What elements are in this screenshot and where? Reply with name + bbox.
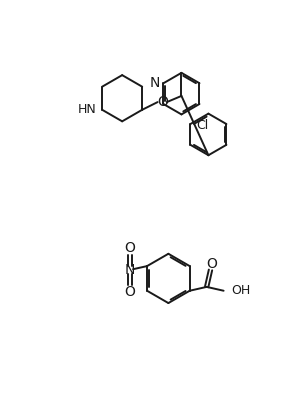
Text: N: N	[150, 76, 160, 90]
Text: O: O	[125, 284, 136, 299]
Text: O: O	[206, 257, 217, 271]
Text: OH: OH	[231, 284, 251, 297]
Text: HN: HN	[78, 103, 97, 116]
Text: O: O	[125, 242, 136, 255]
Text: O: O	[157, 95, 168, 109]
Text: Cl: Cl	[196, 119, 209, 132]
Text: N: N	[125, 263, 135, 277]
